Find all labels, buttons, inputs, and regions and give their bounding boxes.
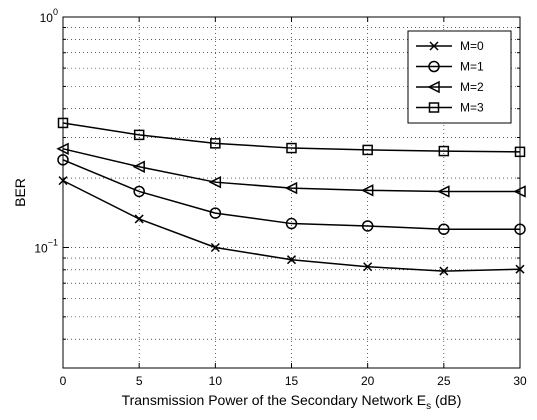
legend-marker-m3 [428, 102, 440, 113]
data-point-m1 [57, 154, 69, 166]
legend: M=0 M=1 M=2 M=3 [407, 30, 512, 124]
data-point-m2 [284, 181, 298, 195]
data-point-m2 [56, 142, 69, 156]
x-tick-label: 0 [60, 374, 67, 388]
data-point-m3 [57, 117, 69, 129]
x-tick-label: 5 [136, 374, 143, 388]
y-tick-label-base: 10 [34, 241, 48, 255]
data-point-m0 [286, 255, 297, 265]
y-tick-label-exponent: 0 [53, 7, 58, 17]
legend-marker-m2 [427, 80, 440, 94]
series-line-m3 [62, 122, 521, 153]
series-line-m1 [62, 159, 520, 230]
x-tick-label: 25 [437, 374, 451, 388]
series-m3 [57, 117, 526, 158]
y-tick-label: 10−1 [34, 237, 58, 255]
y-tick-label: 100 [40, 7, 58, 25]
data-series [56, 117, 526, 276]
data-point-m0 [363, 262, 373, 272]
data-point-m0 [439, 266, 449, 276]
x-tick-label: 30 [513, 374, 527, 388]
x-tick-label: 15 [285, 374, 299, 388]
legend-label-m3: M=3 [460, 101, 484, 115]
x-axis-label-subscript: s [426, 401, 431, 412]
data-point-m1 [133, 185, 145, 198]
legend-label-m2: M=2 [460, 80, 484, 94]
x-tick-label: 10 [209, 374, 223, 388]
x-axis-label-main: Transmission Power of the Secondary Netw… [122, 392, 427, 408]
data-point-m2 [132, 160, 145, 173]
data-point-m2 [437, 185, 450, 198]
legend-marker-m0 [429, 41, 439, 51]
series-line-m2 [62, 148, 520, 193]
data-point-m1 [361, 220, 374, 232]
data-point-m3 [133, 129, 145, 141]
data-point-m0 [515, 264, 525, 274]
data-point-m3 [514, 146, 526, 158]
data-point-m3 [362, 144, 373, 156]
legend-label-m0: M=0 [460, 39, 484, 53]
data-point-m3 [438, 145, 450, 157]
y-tick-label-exponent: −1 [48, 237, 58, 247]
data-point-m2 [360, 184, 374, 197]
x-tick-label: 20 [361, 374, 375, 388]
series-m0 [58, 176, 525, 276]
series-m2 [56, 142, 526, 198]
data-point-m0 [134, 214, 144, 224]
y-axis-label: BER [12, 178, 28, 207]
legend-marker-m1 [428, 60, 440, 73]
data-point-m1 [285, 217, 298, 230]
data-point-m1 [438, 223, 450, 235]
data-point-m0 [58, 176, 68, 186]
data-point-m3 [286, 142, 297, 154]
legend-label-m1: M=1 [460, 60, 484, 74]
x-axis-label-suffix: (dB) [431, 392, 461, 408]
series-m1 [57, 154, 526, 235]
data-point-m1 [514, 223, 526, 235]
data-point-m3 [210, 138, 221, 149]
data-point-m2 [513, 185, 526, 198]
data-point-m1 [209, 207, 222, 219]
data-point-m0 [210, 242, 220, 253]
data-point-m2 [208, 175, 222, 189]
x-axis-label: Transmission Power of the Secondary Netw… [122, 392, 462, 412]
y-tick-label-base: 10 [40, 11, 54, 25]
